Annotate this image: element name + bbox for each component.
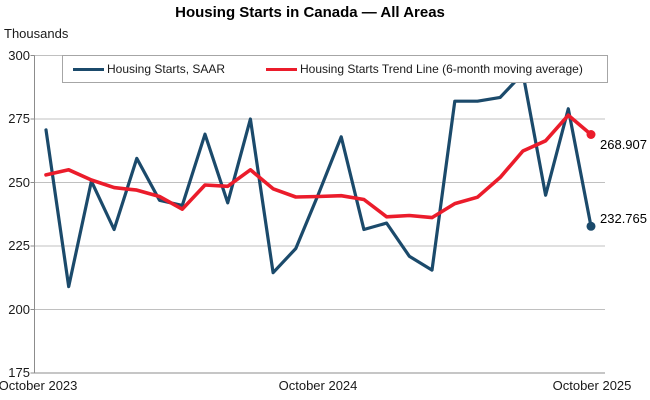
y-tick-label: 225 bbox=[8, 238, 30, 253]
saar-line-end-marker bbox=[586, 221, 596, 231]
saar-legend-label: Housing Starts, SAAR bbox=[107, 62, 226, 76]
y-tick-label: 275 bbox=[8, 111, 30, 126]
y-tick-label: 250 bbox=[8, 174, 30, 190]
x-tick-label: October 2023 bbox=[0, 378, 78, 393]
trend-legend-label: Housing Starts Trend Line (6-month movin… bbox=[300, 62, 583, 76]
x-tick-label: October 2025 bbox=[552, 378, 632, 393]
trend-line-end-marker bbox=[586, 130, 596, 139]
y-axis-unit-label: Thousands bbox=[4, 26, 69, 41]
y-tick-label: 200 bbox=[8, 301, 30, 317]
axes bbox=[30, 55, 605, 374]
saar-end-value-label: 232.765 bbox=[600, 211, 647, 226]
trend-legend-swatch bbox=[266, 68, 297, 71]
y-tick-label: 175 bbox=[8, 365, 30, 380]
chart-title: Housing Starts in Canada — All Areas bbox=[175, 4, 445, 21]
legend: Housing Starts, SAAR Housing Starts Tren… bbox=[62, 55, 608, 83]
trend-line bbox=[44, 113, 593, 220]
data-series bbox=[44, 71, 596, 289]
x-tick-label: October 2024 bbox=[278, 378, 358, 393]
trend-end-value-label: 268.907 bbox=[600, 137, 647, 152]
y-tick-label: 300 bbox=[8, 47, 30, 63]
saar-line bbox=[44, 71, 593, 289]
saar-legend-swatch bbox=[73, 68, 104, 71]
gridlines bbox=[34, 55, 605, 310]
